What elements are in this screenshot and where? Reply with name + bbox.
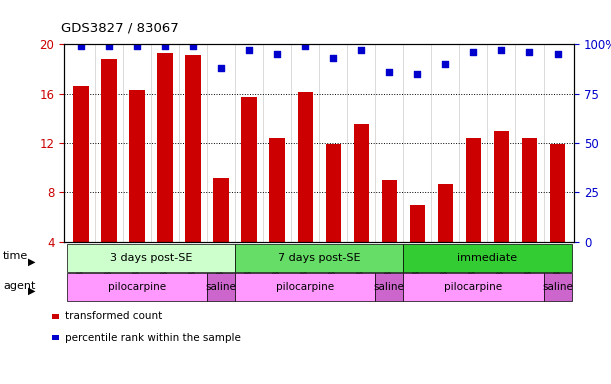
Text: immediate: immediate <box>458 253 518 263</box>
Point <box>216 65 226 71</box>
Point <box>160 43 170 49</box>
Bar <box>213 178 229 242</box>
Point <box>132 43 142 49</box>
Bar <box>354 124 369 242</box>
Text: saline: saline <box>542 282 573 292</box>
Bar <box>382 180 397 242</box>
Bar <box>241 97 257 242</box>
Text: agent: agent <box>3 281 35 291</box>
Text: pilocarpine: pilocarpine <box>108 282 166 292</box>
Point <box>244 47 254 53</box>
Bar <box>550 144 565 242</box>
Text: percentile rank within the sample: percentile rank within the sample <box>65 333 241 343</box>
Bar <box>185 55 201 242</box>
Bar <box>269 138 285 242</box>
Text: ▶: ▶ <box>27 257 35 267</box>
Text: transformed count: transformed count <box>65 311 163 321</box>
Text: time: time <box>3 252 28 262</box>
Point <box>469 49 478 55</box>
Text: pilocarpine: pilocarpine <box>276 282 334 292</box>
Point <box>497 47 507 53</box>
Text: ▶: ▶ <box>27 286 35 296</box>
Point <box>328 55 338 61</box>
Point <box>441 61 450 67</box>
Bar <box>437 184 453 242</box>
Text: saline: saline <box>206 282 236 292</box>
Point <box>188 43 198 49</box>
Bar <box>466 138 481 242</box>
Bar <box>158 53 173 242</box>
Text: 3 days post-SE: 3 days post-SE <box>110 253 192 263</box>
Text: saline: saline <box>374 282 404 292</box>
Bar <box>101 59 117 242</box>
Bar <box>409 205 425 242</box>
Point <box>76 43 86 49</box>
Bar <box>522 138 537 242</box>
Point <box>384 69 394 75</box>
Text: pilocarpine: pilocarpine <box>444 282 502 292</box>
Bar <box>73 86 89 242</box>
Bar <box>130 90 145 242</box>
Point <box>525 49 535 55</box>
Bar <box>494 131 509 242</box>
Text: 7 days post-SE: 7 days post-SE <box>278 253 360 263</box>
Point <box>104 43 114 49</box>
Text: GDS3827 / 83067: GDS3827 / 83067 <box>61 21 179 34</box>
Point <box>412 71 422 77</box>
Point <box>273 51 282 57</box>
Point <box>301 43 310 49</box>
Point <box>552 51 562 57</box>
Bar <box>326 144 341 242</box>
Bar <box>298 93 313 242</box>
Point <box>356 47 366 53</box>
